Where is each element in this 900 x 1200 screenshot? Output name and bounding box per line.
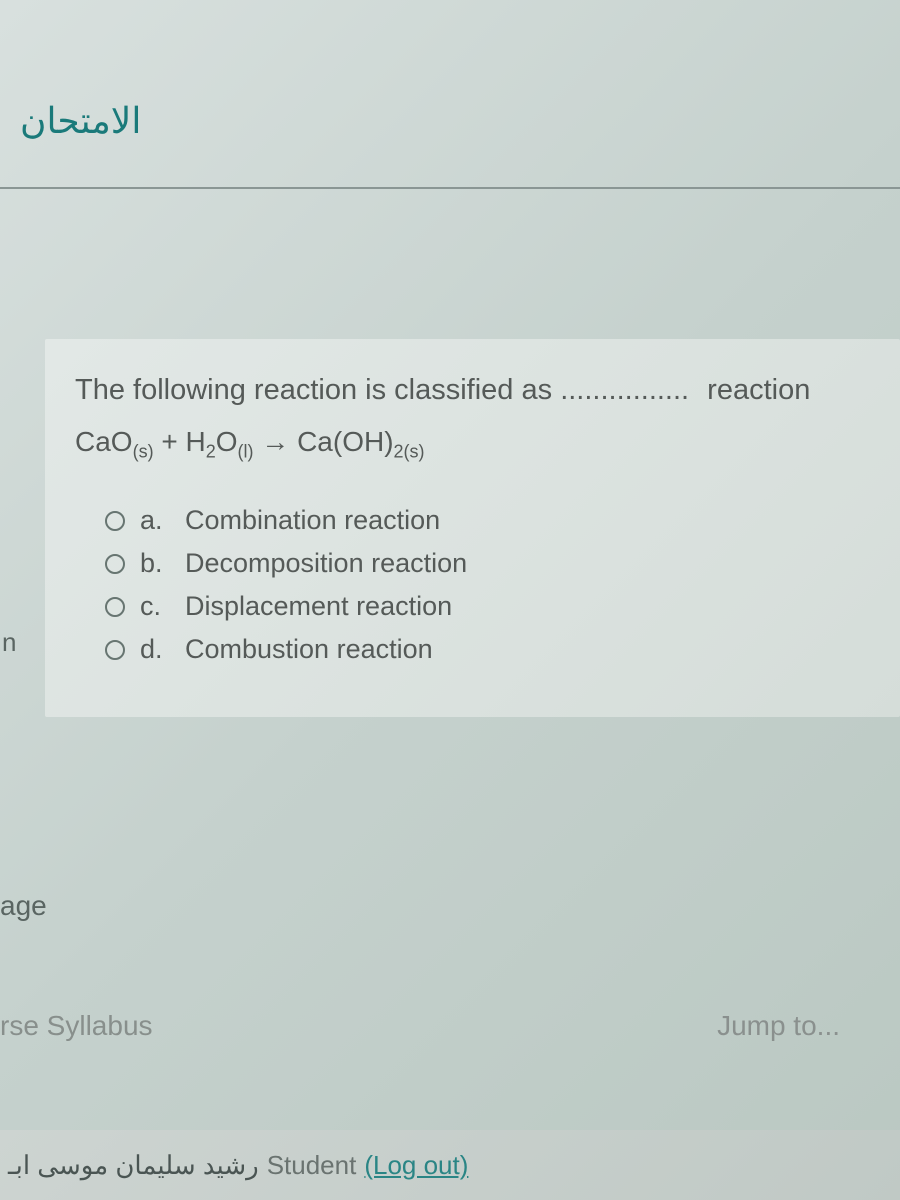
question-prefix: The following reaction is classified as [75, 374, 552, 406]
option-text: Decomposition reaction [185, 548, 467, 579]
syllabus-link-section: rse Syllabus [0, 1010, 153, 1042]
question-text: The following reaction is classified as … [75, 369, 870, 465]
option-letter: a. [140, 505, 170, 536]
student-name: رشيد سليمان موسى ابـ [8, 1150, 259, 1181]
logout-link[interactable]: (Log out) [364, 1150, 468, 1181]
edge-cutoff-text: n [0, 625, 18, 660]
option-row[interactable]: b. Decomposition reaction [105, 548, 870, 579]
question-suffix: reaction [707, 374, 810, 406]
option-letter: d. [140, 634, 170, 665]
footer-bar: رشيد سليمان موسى ابـ Student (Log out) [0, 1130, 900, 1200]
option-text: Displacement reaction [185, 591, 452, 622]
jump-to-link[interactable]: Jump to... [717, 1010, 840, 1041]
radio-icon[interactable] [105, 597, 125, 617]
question-card: The following reaction is classified as … [45, 339, 900, 717]
header: الامتحان [0, 0, 900, 172]
radio-icon[interactable] [105, 554, 125, 574]
option-row[interactable]: a. Combination reaction [105, 505, 870, 536]
radio-icon[interactable] [105, 511, 125, 531]
options-group: a. Combination reaction b. Decomposition… [105, 505, 870, 665]
page-nav: age [0, 890, 47, 922]
option-row[interactable]: d. Combustion reaction [105, 634, 870, 665]
exam-title: الامتحان [20, 100, 880, 142]
syllabus-link[interactable]: rse Syllabus [0, 1010, 153, 1041]
option-text: Combustion reaction [185, 634, 433, 665]
jump-to-section: Jump to... [717, 1010, 840, 1042]
header-divider [0, 187, 900, 189]
equation: CaO(s) + H2O(l) → Ca(OH)2(s) [75, 421, 870, 466]
option-text: Combination reaction [185, 505, 440, 536]
student-label: Student [267, 1150, 357, 1181]
page-label: age [0, 890, 47, 921]
radio-icon[interactable] [105, 640, 125, 660]
option-letter: c. [140, 591, 170, 622]
question-dots: ................ [560, 374, 689, 406]
option-row[interactable]: c. Displacement reaction [105, 591, 870, 622]
option-letter: b. [140, 548, 170, 579]
